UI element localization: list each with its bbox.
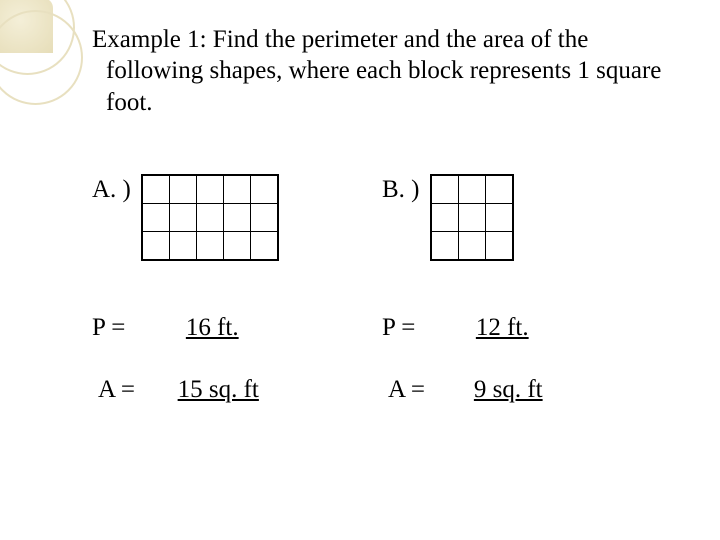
slide-content: Example 1: Find the perimeter and the ar… (92, 24, 680, 118)
perimeter-a-var: P = (92, 314, 136, 342)
perimeter-a: P = 16 ft. (92, 314, 282, 342)
grid-row (431, 232, 513, 260)
part-a-row: A. ) (92, 174, 279, 261)
grid-cell (169, 175, 197, 204)
perimeter-a-value: 16 ft. (142, 314, 282, 342)
grid-row (142, 204, 278, 232)
grid-cell (196, 175, 224, 204)
grid-cell (431, 203, 459, 232)
area-a-var: A = (98, 376, 142, 404)
grid-a (141, 174, 279, 261)
grid-row (142, 232, 278, 260)
area-b-var: A = (388, 376, 432, 404)
grid-row (431, 175, 513, 204)
grid-row (142, 175, 278, 204)
grid-b (430, 174, 514, 261)
grid-cell (458, 203, 486, 232)
grid-cell (485, 231, 513, 260)
grid-cell (250, 203, 278, 232)
grid-cell (142, 175, 170, 204)
perimeter-b-var: P = (382, 314, 426, 342)
grid-cell (223, 175, 251, 204)
part-b-label: B. ) (382, 174, 420, 204)
perimeter-b: P = 12 ft. (382, 314, 572, 342)
grid-cell (431, 231, 459, 260)
grid-cell (250, 175, 278, 204)
grid-cell (169, 231, 197, 260)
grid-cell (169, 203, 197, 232)
grid-cell (196, 203, 224, 232)
area-a: A = 15 sq. ft (98, 376, 288, 404)
grid-cell (142, 203, 170, 232)
part-a: A. ) (92, 174, 279, 261)
grid-row (431, 204, 513, 232)
grid-cell (458, 175, 486, 204)
grid-cell (485, 203, 513, 232)
perimeter-b-value: 12 ft. (432, 314, 572, 342)
grid-cell (431, 175, 459, 204)
part-b: B. ) (382, 174, 514, 261)
part-a-label: A. ) (92, 174, 131, 204)
grid-cell (458, 231, 486, 260)
part-b-row: B. ) (382, 174, 514, 261)
grid-cell (223, 203, 251, 232)
area-b-value: 9 sq. ft (438, 376, 578, 404)
grid-cell (223, 231, 251, 260)
area-a-value: 15 sq. ft (148, 376, 288, 404)
area-b: A = 9 sq. ft (388, 376, 578, 404)
grid-cell (142, 231, 170, 260)
grid-cell (250, 231, 278, 260)
example-prompt: Example 1: Find the perimeter and the ar… (92, 24, 680, 118)
grid-cell (196, 231, 224, 260)
grid-cell (485, 175, 513, 204)
